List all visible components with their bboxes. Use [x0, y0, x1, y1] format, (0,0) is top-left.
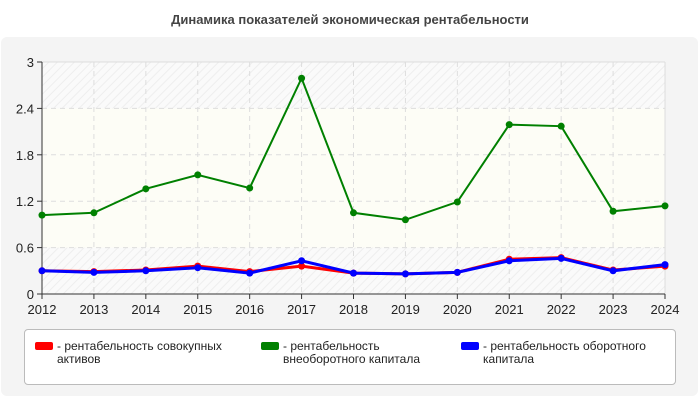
- data-point: [350, 209, 357, 217]
- legend-swatch: [35, 342, 53, 350]
- y-tick-label: 1.2: [16, 194, 34, 209]
- x-tick-label: 2019: [391, 302, 420, 317]
- x-tick-label: 2017: [287, 302, 316, 317]
- data-point: [453, 198, 461, 206]
- legend-item-current[interactable]: - рентабельность оборотного капитала: [461, 340, 671, 366]
- x-tick-label: 2023: [599, 302, 628, 317]
- data-point: [90, 268, 98, 276]
- data-point: [90, 209, 98, 217]
- data-point: [38, 211, 46, 219]
- x-tick-label: 2022: [547, 302, 576, 317]
- data-point: [142, 267, 150, 275]
- data-point: [298, 262, 306, 270]
- line-chart: 0 0.6 1.2 1.8 2.4 3 2012 2013 2014 2015 2016 2017 20…: [16, 55, 680, 317]
- x-tick-label: 2013: [79, 302, 108, 317]
- data-point: [298, 74, 306, 82]
- x-tick-label: 2021: [495, 302, 524, 317]
- data-point: [350, 269, 357, 277]
- data-point: [453, 268, 461, 276]
- y-tick-label: 2.4: [16, 101, 34, 116]
- legend-label: - рентабельность совокупных активов: [57, 339, 222, 366]
- x-tick-label: 2015: [183, 302, 212, 317]
- data-point: [194, 264, 202, 272]
- y-tick-label: 1.8: [16, 148, 34, 163]
- legend-label: - рентабельность оборотного капитала: [483, 339, 646, 366]
- data-point: [194, 171, 202, 179]
- y-tick-label: 0.6: [16, 241, 34, 256]
- data-point: [298, 257, 306, 265]
- x-tick-label: 2018: [339, 302, 368, 317]
- x-tick-label: 2016: [235, 302, 264, 317]
- data-point: [246, 184, 254, 192]
- legend-swatch: [461, 342, 479, 350]
- data-point: [401, 216, 409, 224]
- data-point: [401, 270, 409, 278]
- x-tick-label: 2024: [651, 302, 680, 317]
- legend-item-assets[interactable]: - рентабельность совокупных активов: [35, 340, 245, 366]
- data-point: [661, 202, 669, 210]
- data-point: [557, 122, 565, 130]
- data-point: [142, 185, 150, 193]
- chart-legend: - рентабельность совокупных активов - ре…: [24, 329, 676, 385]
- legend-item-noncurrent[interactable]: - рентабельность внеоборотного капитала: [261, 340, 451, 366]
- chart-title: Динамика показателей экономическая рента…: [171, 12, 529, 27]
- data-point: [557, 254, 565, 262]
- y-tick-label: 3: [27, 55, 34, 70]
- data-point: [246, 269, 254, 277]
- data-point: [505, 121, 513, 129]
- x-tick-label: 2012: [28, 302, 57, 317]
- data-point: [609, 207, 617, 215]
- data-point: [609, 267, 617, 275]
- data-point: [38, 267, 46, 275]
- data-point: [661, 261, 669, 269]
- legend-swatch: [261, 342, 279, 350]
- data-point: [505, 257, 513, 265]
- x-tick-label: 2020: [443, 302, 472, 317]
- legend-label: - рентабельность внеоборотного капитала: [283, 339, 420, 366]
- x-tick-label: 2014: [131, 302, 160, 317]
- y-tick-label: 0: [27, 287, 34, 302]
